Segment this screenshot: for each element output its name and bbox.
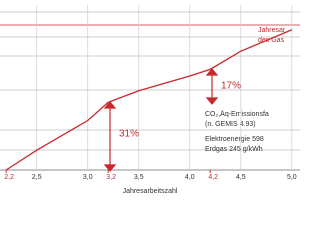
x-tick-label: 3,5 bbox=[134, 174, 144, 181]
x-tick-label: 3,0 bbox=[83, 174, 93, 181]
highlight-label: 4,2 bbox=[208, 174, 218, 181]
annotation: 17% bbox=[221, 81, 241, 92]
arrow-head bbox=[205, 68, 219, 76]
arrow-head bbox=[103, 101, 117, 109]
note: Erdgas 245 g/kWh bbox=[205, 146, 263, 153]
x-tick-label: 4,0 bbox=[185, 174, 195, 181]
annotation: 31% bbox=[119, 129, 139, 140]
decor bbox=[0, 11, 300, 171]
arrows bbox=[103, 68, 219, 172]
x-axis-label: Jahresarbeitszahl bbox=[123, 188, 178, 195]
highlight-label: 2,2 bbox=[4, 174, 14, 181]
note: des Gas bbox=[258, 37, 285, 44]
highlight-label: 3,2 bbox=[106, 174, 116, 181]
x-tick-label: 4,5 bbox=[236, 174, 246, 181]
chart: Jahresar des Gas CO₂,Äq-Emissionsfa (n. … bbox=[0, 5, 300, 195]
note: (n. GEMIS 4.93) bbox=[205, 121, 256, 128]
arrow-head bbox=[103, 164, 117, 172]
curve bbox=[5, 29, 293, 171]
note: Elektroenergie 598 bbox=[205, 136, 264, 143]
arrow-head bbox=[205, 97, 219, 105]
x-tick-label: 5,0 bbox=[287, 174, 297, 181]
x-tick-label: 2,5 bbox=[32, 174, 42, 181]
note: Jahresar bbox=[258, 27, 286, 34]
note: CO₂,Äq-Emissionsfa bbox=[205, 110, 269, 118]
